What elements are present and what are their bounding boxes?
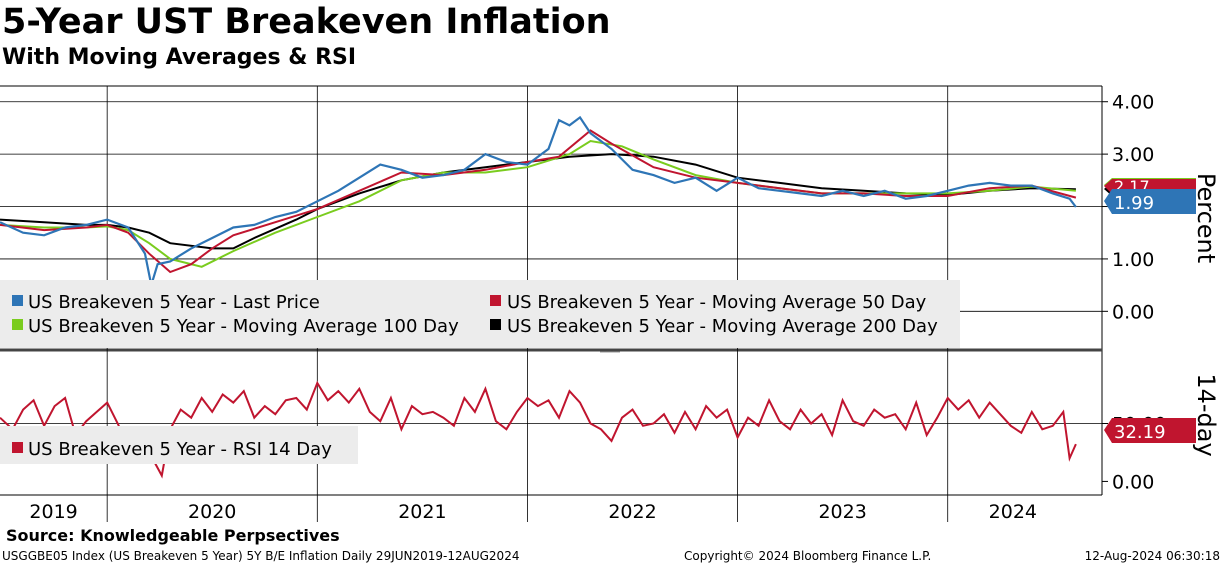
series-ma200-line — [0, 153, 1076, 250]
legend-swatch-ma50 — [490, 295, 501, 306]
top-y-axis-title: Percent — [1192, 173, 1220, 263]
top-tick-label: 1.00 — [1112, 249, 1154, 271]
series-last-price-line — [0, 115, 1077, 286]
bottom-tick-label: 0.00 — [1112, 471, 1154, 493]
legend-entry-ma50: US Breakeven 5 Year - Moving Average 50 … — [490, 292, 927, 313]
legend-swatch-rsi — [12, 442, 23, 453]
top-tick-label: 0.00 — [1112, 301, 1154, 323]
legend-label-last-price: US Breakeven 5 Year - Last Price — [28, 292, 320, 313]
legend-entry-ma100: US Breakeven 5 Year - Moving Average 100… — [12, 316, 459, 337]
top-grid — [0, 101, 1102, 312]
legend-label-rsi: US Breakeven 5 Year - RSI 14 Day — [28, 439, 332, 460]
chart-title: 5-Year UST Breakeven Inflation — [2, 2, 611, 42]
top-tick-label: 4.00 — [1112, 92, 1154, 114]
footer-timestamp: 12-Aug-2024 06:30:18 — [1084, 549, 1220, 563]
rsi-lines — [0, 380, 1077, 479]
top-legend-box — [0, 280, 960, 348]
series-ma50-line — [0, 129, 1077, 274]
x-tick-label: 2024 — [989, 501, 1037, 522]
footer-ticker-info: USGGBE05 Index (US Breakeven 5 Year) 5Y … — [2, 549, 520, 563]
x-tick-label: 2021 — [398, 501, 446, 522]
chart-subtitle: With Moving Averages & RSI — [2, 45, 357, 70]
price-lines — [0, 115, 1077, 286]
x-tick-label: 2019 — [29, 501, 77, 522]
legend-entry-ma200: US Breakeven 5 Year - Moving Average 200… — [490, 316, 938, 337]
top-tick-label: 3.00 — [1112, 144, 1154, 166]
last-price-value-label: 1.99 — [1114, 193, 1154, 214]
rsi-value-label: 32.19 — [1114, 422, 1166, 443]
bottom-y-axis-title: 14-day — [1192, 373, 1220, 456]
rsi-value-tag — [1104, 418, 1196, 443]
source-note: Source: Knowledgeable Perpsectives — [6, 526, 340, 545]
legend-swatch-ma100 — [12, 319, 23, 330]
legend-label-ma200: US Breakeven 5 Year - Moving Average 200… — [507, 316, 938, 337]
legend-swatch-last-price — [12, 295, 23, 306]
x-tick-label: 2023 — [818, 501, 866, 522]
legend-label-ma100: US Breakeven 5 Year - Moving Average 100… — [28, 316, 459, 337]
x-axis-labels: 2019 2020 2021 2022 2023 2024 — [29, 501, 1037, 522]
series-rsi-line — [0, 380, 1077, 479]
x-tick-label: 2020 — [188, 501, 236, 522]
legend-swatch-ma200 — [490, 319, 501, 330]
last-price-value-tag — [1104, 189, 1196, 214]
bottom-legend-box — [0, 426, 358, 464]
x-tick-label: 2022 — [608, 501, 656, 522]
chart-svg: US Breakeven 5 Year - Last Price US Brea… — [0, 85, 1220, 522]
legend-label-ma50: US Breakeven 5 Year - Moving Average 50 … — [507, 292, 927, 313]
legend-entry-rsi: US Breakeven 5 Year - RSI 14 Day — [12, 439, 332, 460]
legend-entry-last-price: US Breakeven 5 Year - Last Price — [12, 292, 320, 313]
footer-copyright: Copyright© 2024 Bloomberg Finance L.P. — [684, 549, 932, 563]
